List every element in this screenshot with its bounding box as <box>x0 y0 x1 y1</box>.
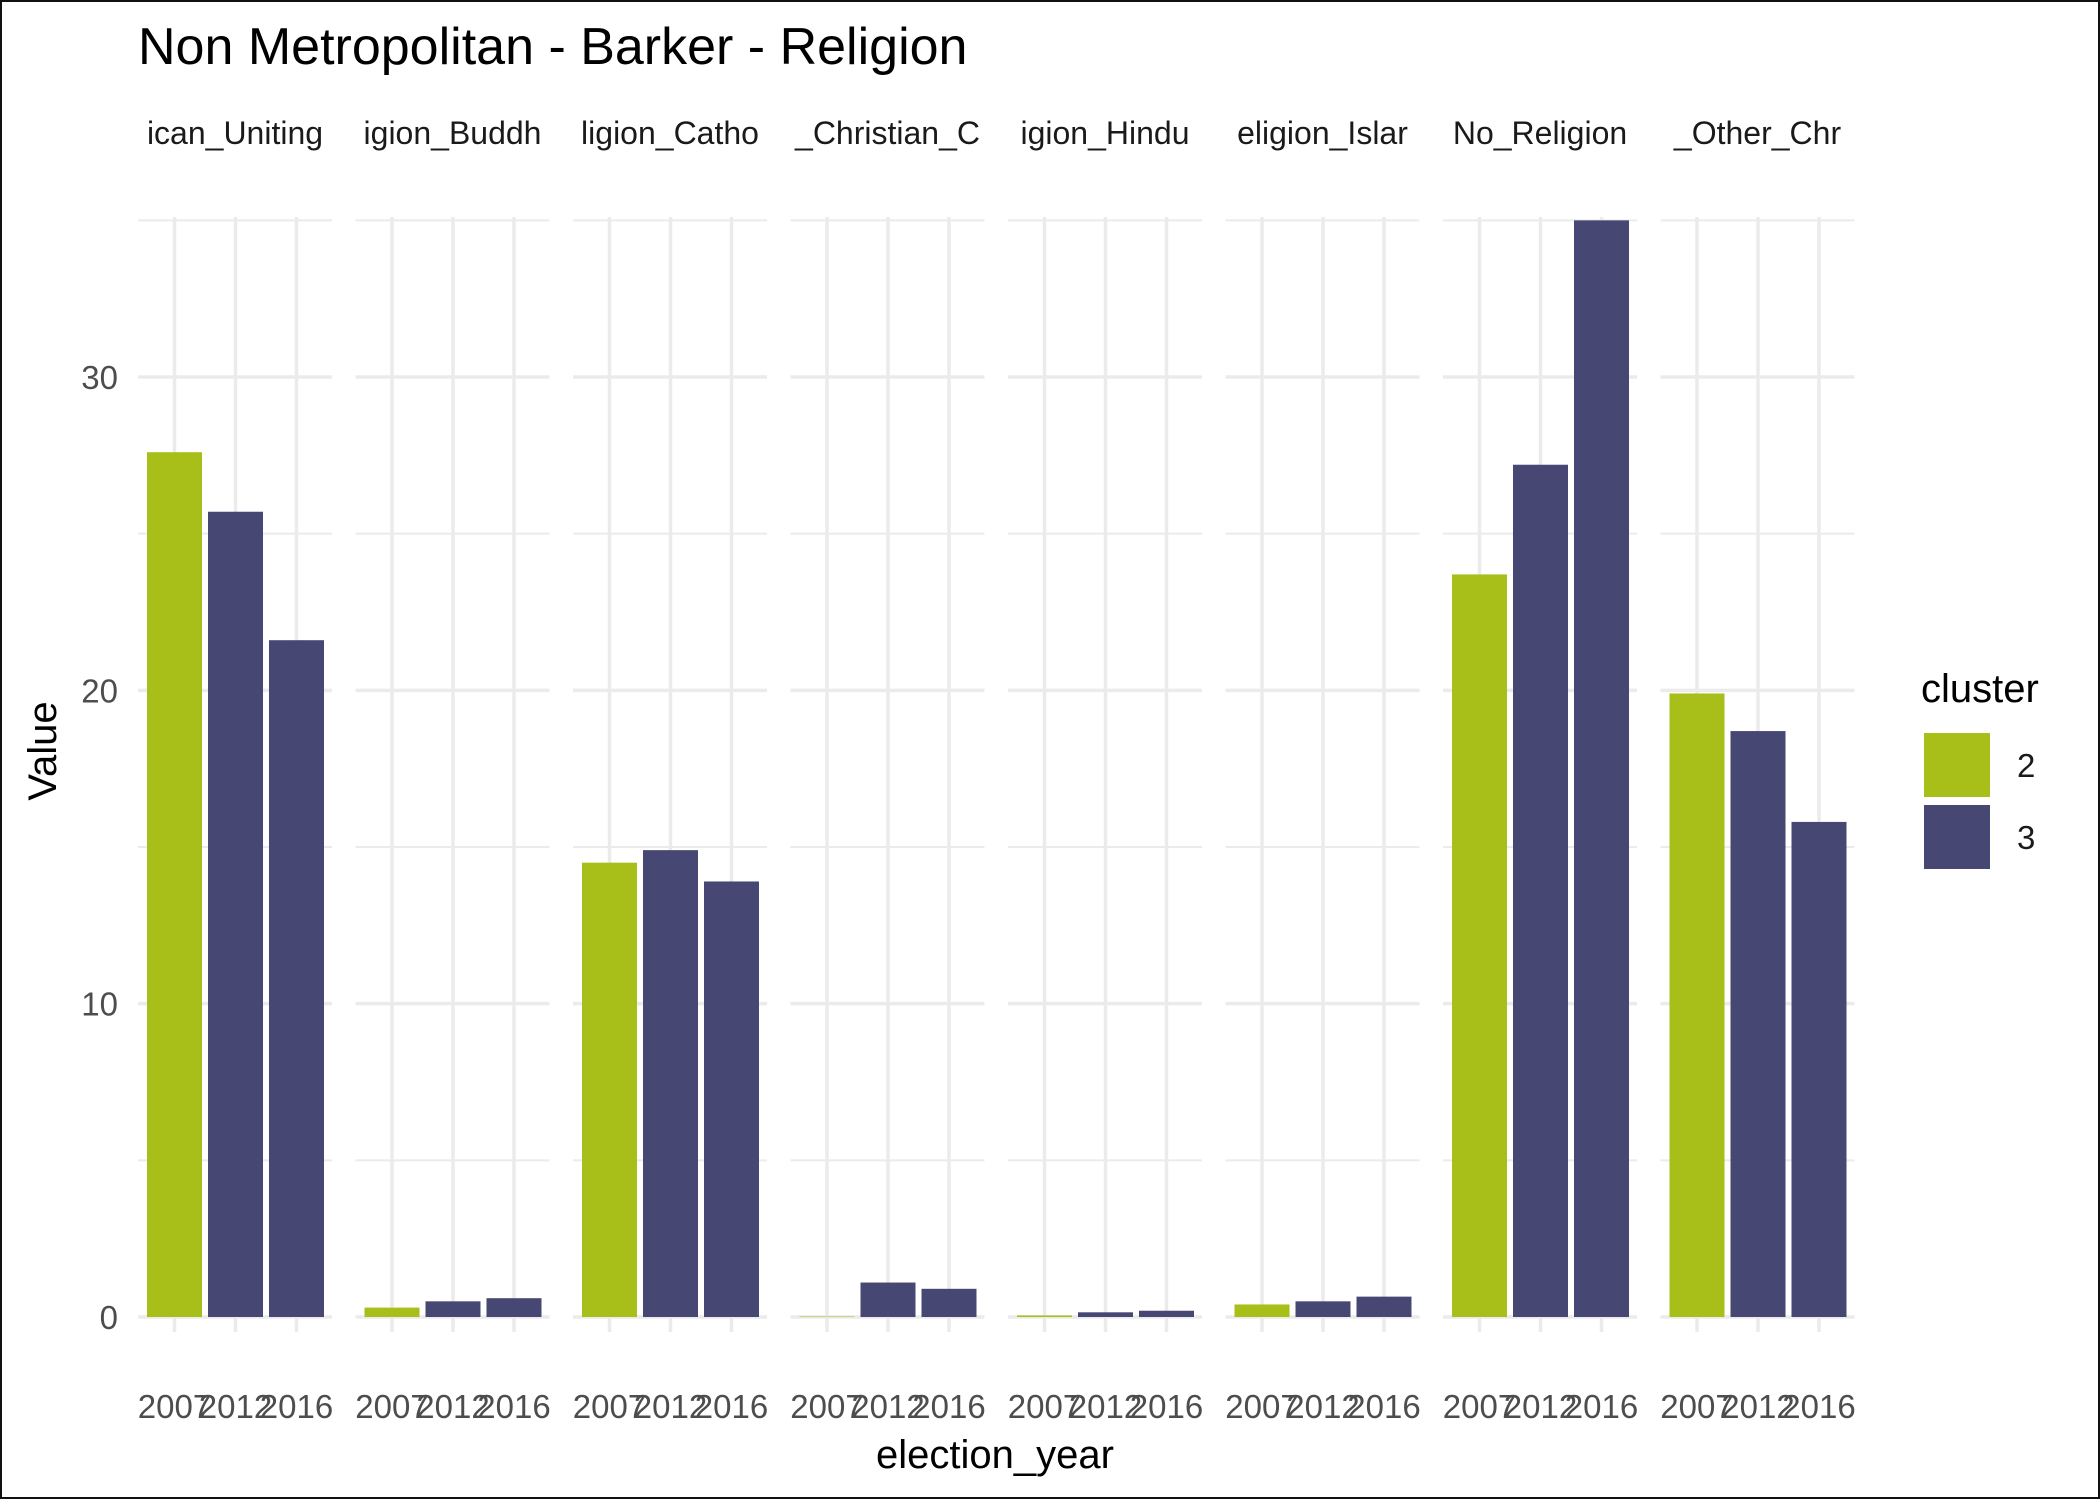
bar-2007-cluster-2 <box>582 862 637 1317</box>
x-tick-label: 2007 <box>573 1388 646 1425</box>
x-tick-label: 2007 <box>355 1388 428 1425</box>
x-tick-label: 2012 <box>1504 1388 1577 1425</box>
bar-2016-cluster-3 <box>269 640 324 1317</box>
legend-swatch-2 <box>1924 733 1990 797</box>
bar-2012-cluster-3 <box>1730 731 1786 1317</box>
label-layer: 0102030ican_Uniting200720122016igion_Bud… <box>81 115 1855 1425</box>
y-tick-label: 10 <box>81 986 118 1023</box>
x-tick-label: 2007 <box>138 1388 211 1425</box>
bar-layer <box>147 220 1847 1317</box>
x-tick-label: 2012 <box>1286 1388 1359 1425</box>
legend-swatch-3 <box>1924 805 1990 869</box>
bar-2016-cluster-3 <box>921 1288 977 1317</box>
facet-strip-label: igion_Hindu <box>1020 115 1189 151</box>
y-axis-title: Value <box>21 701 65 800</box>
x-tick-label: 2007 <box>1008 1388 1081 1425</box>
y-tick-label: 30 <box>81 359 118 396</box>
bar-2012-cluster-3 <box>1078 1312 1133 1317</box>
bar-2012-cluster-3 <box>1513 464 1568 1317</box>
x-tick-label: 2007 <box>1660 1388 1733 1425</box>
legend-label-3: 3 <box>2017 819 2035 856</box>
x-tick-label: 2012 <box>851 1388 924 1425</box>
bar-2007-cluster-2 <box>147 452 202 1317</box>
x-tick-label: 2016 <box>1130 1388 1203 1425</box>
bar-2007-cluster-2 <box>1017 1315 1072 1317</box>
x-tick-label: 2016 <box>477 1388 550 1425</box>
x-tick-label: 2016 <box>912 1388 985 1425</box>
bar-2007-cluster-2 <box>1669 693 1725 1317</box>
x-tick-label: 2012 <box>634 1388 707 1425</box>
bar-2016-cluster-3 <box>1139 1310 1194 1317</box>
chart-title: Non Metropolitan - Barker - Religion <box>138 18 967 76</box>
bar-2016-cluster-3 <box>1791 821 1847 1317</box>
legend-label-2: 2 <box>2017 747 2035 784</box>
bar-2012-cluster-3 <box>425 1301 481 1317</box>
facet-strip-label: No_Religion <box>1453 115 1627 151</box>
x-tick-label: 2012 <box>416 1388 489 1425</box>
x-tick-label: 2012 <box>1721 1388 1794 1425</box>
x-axis-title: election_year <box>876 1433 1114 1477</box>
facet-strip-label: ican_Uniting <box>147 115 323 151</box>
bar-2007-cluster-2 <box>1234 1304 1290 1317</box>
facet-strip-label: _Other_Chr <box>1673 115 1842 151</box>
facet-strip-label: eligion_Islar <box>1237 115 1408 151</box>
bar-2016-cluster-3 <box>704 881 759 1317</box>
x-tick-label: 2016 <box>1782 1388 1855 1425</box>
bar-2012-cluster-3 <box>643 850 698 1317</box>
x-tick-label: 2012 <box>199 1388 272 1425</box>
legend-title: cluster <box>1921 667 2039 711</box>
bar-2016-cluster-3 <box>1574 220 1629 1317</box>
x-tick-label: 2016 <box>695 1388 768 1425</box>
bar-2012-cluster-3 <box>1295 1301 1351 1317</box>
bar-2016-cluster-3 <box>486 1298 542 1317</box>
x-tick-label: 2007 <box>1225 1388 1298 1425</box>
bar-2007-cluster-2 <box>1452 574 1507 1317</box>
x-tick-label: 2016 <box>1565 1388 1638 1425</box>
bar-2007-cluster-2 <box>364 1307 420 1317</box>
bar-2012-cluster-3 <box>860 1282 916 1317</box>
bar-2016-cluster-3 <box>1356 1296 1412 1317</box>
x-tick-label: 2012 <box>1069 1388 1142 1425</box>
y-tick-label: 0 <box>100 1299 118 1336</box>
x-tick-label: 2007 <box>790 1388 863 1425</box>
y-tick-label: 20 <box>81 672 118 709</box>
facet-strip-label: _Christian_C <box>794 115 980 151</box>
x-tick-label: 2016 <box>1347 1388 1420 1425</box>
bar-2012-cluster-3 <box>208 511 263 1317</box>
x-tick-label: 2007 <box>1443 1388 1516 1425</box>
x-tick-label: 2016 <box>260 1388 333 1425</box>
bar-2007-cluster-2 <box>799 1316 855 1317</box>
facet-strip-label: ligion_Catho <box>581 115 759 151</box>
facet-strip-label: igion_Buddh <box>364 115 542 151</box>
